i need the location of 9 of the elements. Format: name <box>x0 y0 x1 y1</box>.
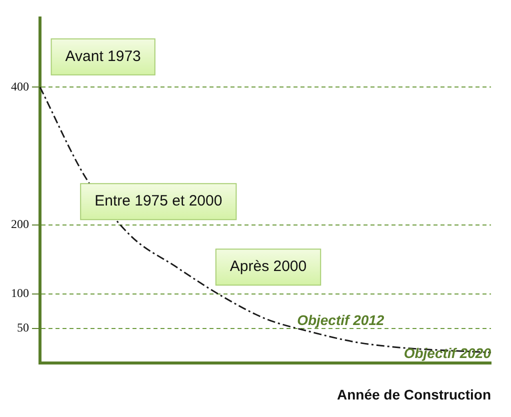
annotation: Avant 1973 <box>65 48 141 66</box>
annotation: Entre 1975 et 2000 <box>94 192 222 210</box>
y-tick-label: 50 <box>17 320 29 334</box>
annotation: Objectif 2012 <box>297 312 384 328</box>
y-tick-label: 200 <box>11 217 29 232</box>
annotation: Après 2000 <box>230 258 307 276</box>
y-tick-label: 100 <box>11 286 29 300</box>
y-tick-label: 400 <box>11 79 29 94</box>
x-axis-title: Année de Construction <box>336 386 491 402</box>
